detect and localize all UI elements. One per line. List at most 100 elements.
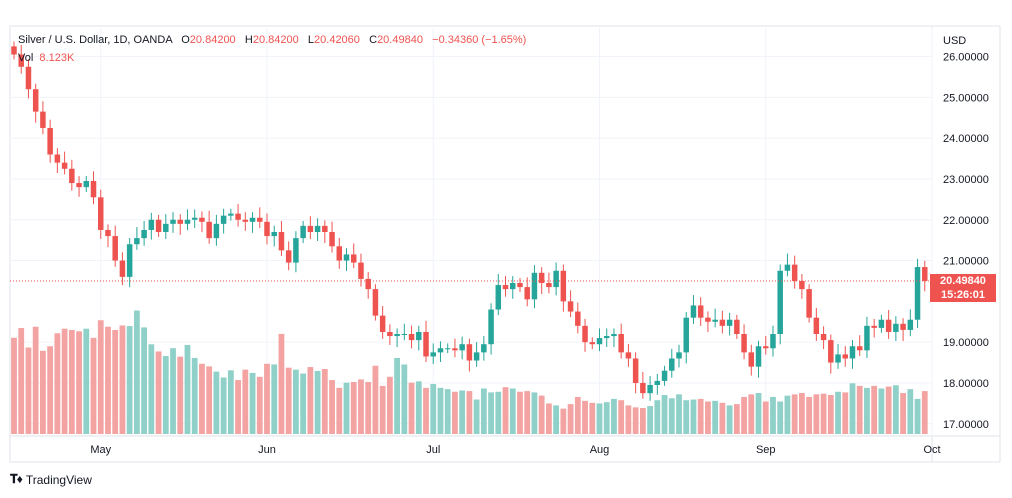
- candle[interactable]: [596, 328, 603, 352]
- candle[interactable]: [257, 207, 263, 229]
- candle[interactable]: [647, 376, 653, 401]
- candle[interactable]: [307, 216, 314, 239]
- candle[interactable]: [336, 237, 343, 269]
- candle[interactable]: [394, 328, 400, 348]
- candle[interactable]: [379, 305, 386, 339]
- candle[interactable]: [575, 302, 581, 334]
- candle[interactable]: [546, 272, 552, 294]
- candle[interactable]: [69, 159, 75, 191]
- candle[interactable]: [47, 119, 53, 163]
- candle[interactable]: [444, 343, 451, 354]
- candle[interactable]: [856, 335, 863, 356]
- candle[interactable]: [712, 308, 718, 328]
- candle[interactable]: [112, 225, 118, 267]
- candle[interactable]: [791, 255, 798, 289]
- candle[interactable]: [437, 341, 444, 363]
- candle[interactable]: [61, 151, 68, 175]
- candle[interactable]: [900, 318, 906, 341]
- candle[interactable]: [835, 344, 841, 369]
- candle[interactable]: [372, 284, 379, 321]
- candle[interactable]: [213, 214, 220, 246]
- candle[interactable]: [416, 325, 422, 351]
- candle[interactable]: [820, 326, 827, 350]
- candle[interactable]: [922, 260, 928, 292]
- candle[interactable]: [481, 335, 487, 361]
- candle[interactable]: [567, 290, 574, 318]
- candle[interactable]: [510, 276, 516, 299]
- candle[interactable]: [734, 314, 740, 339]
- candle[interactable]: [669, 348, 675, 378]
- candle[interactable]: [170, 212, 176, 233]
- candle[interactable]: [25, 59, 32, 99]
- candle[interactable]: [184, 209, 191, 231]
- candle[interactable]: [697, 297, 704, 326]
- candle[interactable]: [878, 314, 885, 333]
- candle[interactable]: [488, 303, 494, 355]
- candle[interactable]: [582, 318, 588, 352]
- candle[interactable]: [676, 344, 682, 368]
- candle[interactable]: [763, 335, 769, 355]
- candle[interactable]: [531, 265, 538, 309]
- candle[interactable]: [76, 176, 82, 197]
- candle[interactable]: [741, 324, 747, 360]
- candle[interactable]: [806, 284, 812, 323]
- candle[interactable]: [553, 262, 559, 296]
- candle[interactable]: [278, 220, 285, 256]
- tradingview-logo[interactable]: 𝐓♦ TradingView: [10, 472, 92, 487]
- candle[interactable]: [611, 328, 617, 348]
- candle[interactable]: [828, 334, 834, 374]
- candle[interactable]: [423, 320, 429, 363]
- candle[interactable]: [40, 101, 46, 135]
- candle[interactable]: [690, 295, 697, 324]
- candle[interactable]: [322, 220, 328, 244]
- candle[interactable]: [329, 221, 335, 253]
- candle[interactable]: [632, 352, 639, 394]
- candle[interactable]: [813, 308, 820, 341]
- candle[interactable]: [126, 237, 133, 288]
- candle[interactable]: [661, 365, 668, 386]
- candle[interactable]: [90, 171, 97, 205]
- candle[interactable]: [495, 274, 502, 316]
- candle[interactable]: [640, 371, 646, 399]
- candle[interactable]: [705, 311, 711, 333]
- candle[interactable]: [141, 220, 147, 246]
- candle[interactable]: [654, 373, 661, 395]
- candle[interactable]: [350, 243, 357, 269]
- candle[interactable]: [517, 278, 523, 292]
- candle[interactable]: [842, 346, 849, 367]
- candle[interactable]: [177, 214, 183, 235]
- candle[interactable]: [459, 336, 465, 360]
- candle[interactable]: [105, 224, 111, 248]
- candle[interactable]: [54, 148, 61, 173]
- candle[interactable]: [293, 231, 299, 273]
- candle[interactable]: [589, 337, 596, 350]
- candle[interactable]: [907, 309, 914, 337]
- candle[interactable]: [264, 213, 270, 245]
- candle[interactable]: [871, 318, 877, 338]
- candle[interactable]: [119, 252, 126, 286]
- candle[interactable]: [249, 212, 256, 233]
- candle[interactable]: [134, 227, 140, 250]
- candle[interactable]: [285, 241, 292, 271]
- candle[interactable]: [199, 211, 205, 233]
- candle[interactable]: [387, 324, 393, 346]
- candle[interactable]: [748, 344, 755, 376]
- candle[interactable]: [11, 41, 17, 60]
- candle[interactable]: [770, 325, 776, 357]
- candle[interactable]: [32, 83, 39, 123]
- candle[interactable]: [466, 338, 473, 372]
- candle[interactable]: [271, 225, 277, 247]
- candle[interactable]: [755, 340, 762, 378]
- candle[interactable]: [914, 258, 921, 329]
- candle[interactable]: [220, 208, 227, 234]
- candle[interactable]: [163, 214, 169, 239]
- candle[interactable]: [502, 276, 509, 297]
- candle[interactable]: [726, 312, 733, 336]
- candle[interactable]: [777, 264, 783, 345]
- candle[interactable]: [452, 338, 458, 358]
- candle[interactable]: [603, 328, 610, 348]
- candle[interactable]: [191, 209, 198, 229]
- candle[interactable]: [242, 212, 249, 231]
- candle[interactable]: [849, 339, 856, 369]
